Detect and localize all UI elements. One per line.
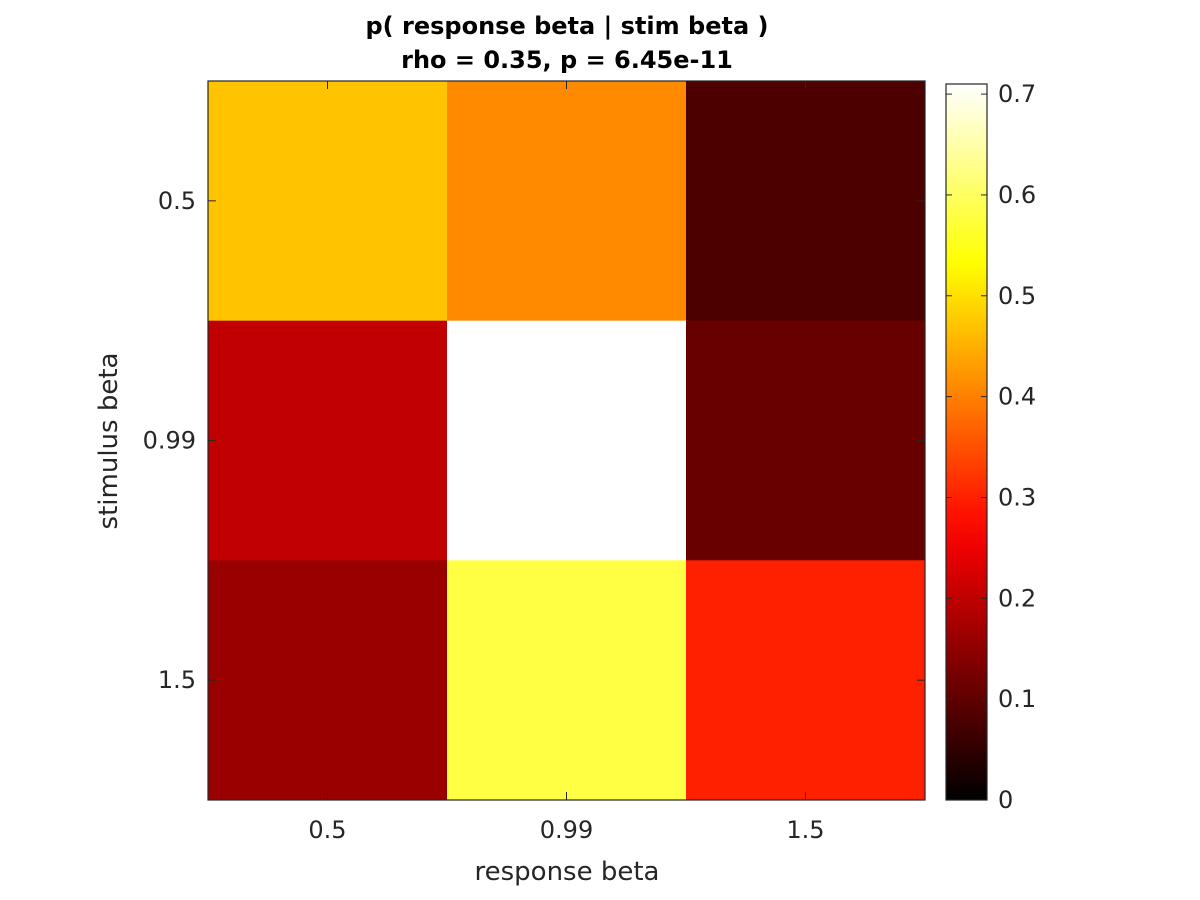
x-tick-label: 0.5 [308,816,346,844]
colorbar-tick-label: 0.4 [998,383,1036,411]
colorbar-tick-label: 0.6 [998,181,1036,209]
chart-subtitle: rho = 0.35, p = 6.45e-11 [401,46,733,74]
heatmap-cell-r2-c1 [447,560,687,801]
y-tick-label: 0.5 [158,187,196,215]
heatmap-cell-r2-c0 [208,560,448,801]
heatmap-cell-r1-c2 [686,320,926,561]
colorbar: 0 0.1 0.2 0.3 0.4 0.5 0.6 0.7 [945,80,1036,814]
x-tick-label: 0.99 [540,816,593,844]
colorbar-gradient [945,83,988,801]
heatmap-cell-r0-c2 [686,81,926,322]
y-tick-label: 0.99 [143,427,196,455]
colorbar-tick-label: 0 [998,786,1013,814]
heatmap-cell-r0-c0 [208,81,448,322]
heatmap-cell-r2-c2 [686,560,926,801]
heatmap-cells [208,81,926,801]
colorbar-tick-label: 0.1 [998,685,1036,713]
chart-title: p( response beta | stim beta ) [366,12,769,40]
x-axis-ticks: 0.5 0.99 1.5 [308,81,825,844]
x-axis-label: response beta [475,857,660,887]
colorbar-tick-label: 0.3 [998,483,1036,511]
heatmap-cell-r0-c1 [447,81,687,322]
x-tick-label: 1.5 [786,816,824,844]
y-tick-label: 1.5 [158,666,196,694]
colorbar-tick-label: 0.7 [998,80,1036,108]
y-axis-ticks: 0.5 0.99 1.5 [143,187,925,694]
heatmap-cell-r1-c1 [447,320,687,561]
y-axis-label: stimulus beta [94,353,124,530]
heatmap-cell-r1-c0 [208,320,448,561]
colorbar-tick-label: 0.2 [998,584,1036,612]
colorbar-tick-label: 0.5 [998,282,1036,310]
